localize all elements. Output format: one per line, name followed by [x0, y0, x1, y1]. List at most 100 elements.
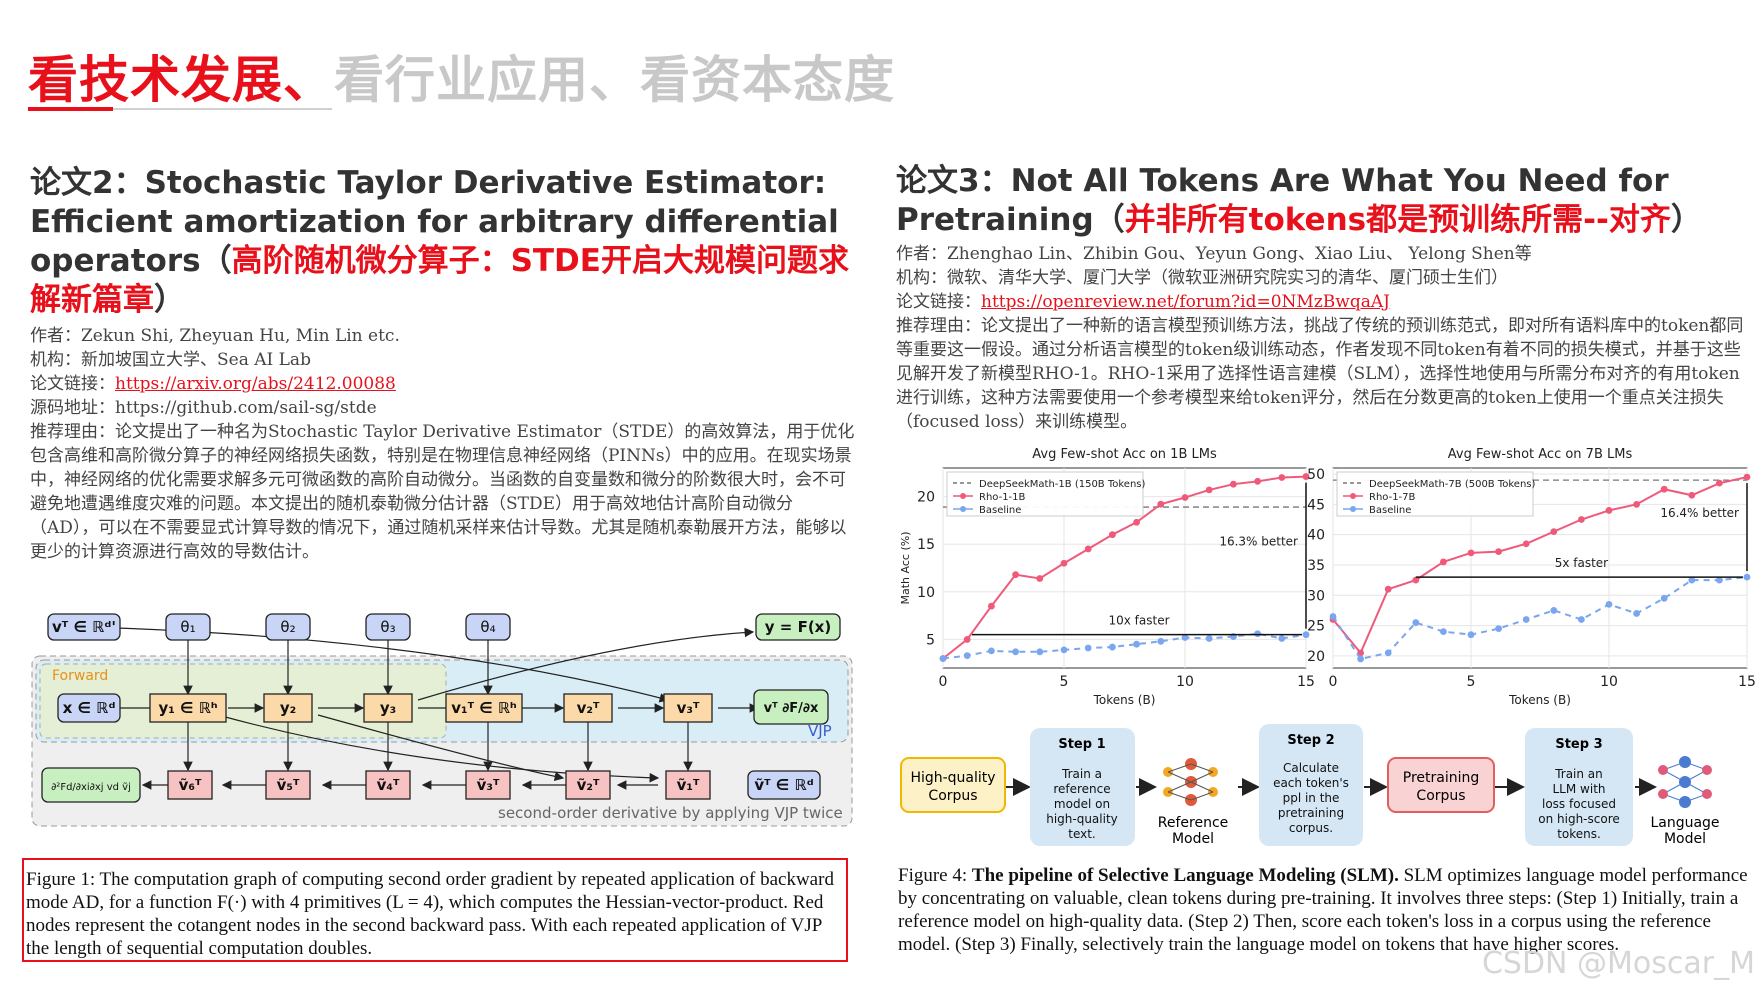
svg-text:on high-score: on high-score: [1538, 812, 1620, 826]
paper3-meta: 作者：Zhenghao Lin、Zhibin Gou、Yeyun Gong、Xi…: [896, 242, 1756, 434]
data-point: [1109, 643, 1116, 651]
paper2-title-cn: 高阶随机微分算子：STDE开启大规模问题求解新篇章: [30, 243, 849, 318]
data-point: [1550, 528, 1558, 536]
data-point: [1522, 616, 1530, 623]
data-point: [1036, 575, 1044, 582]
paper3-caption-rest: SLM optimizes language model performance…: [898, 865, 1748, 955]
data-point: [1012, 648, 1019, 656]
hq-corpus-line1: High-quality: [910, 770, 995, 786]
data-point: [1157, 637, 1165, 645]
paper3-reason: 推荐理由：论文提出了一种新的语言模型预训练方法，挑战了传统的预训练范式，即对所有…: [896, 316, 1744, 432]
x-tick-label: 0: [939, 674, 948, 690]
x-tick-label: 15: [1738, 674, 1756, 690]
data-point: [1254, 477, 1261, 485]
node-y1: y₁ ∈ ℝʰ: [158, 699, 217, 717]
legend-marker: [960, 493, 966, 499]
hq-corpus-line2: Corpus: [928, 788, 977, 804]
legend-entry: Baseline: [1369, 505, 1411, 516]
paper2-diagram: Forward VJP second-order derivative by a…: [18, 600, 856, 845]
y-axis-label: Math Acc (%): [899, 532, 912, 605]
data-point: [1633, 610, 1640, 617]
paper3-charts: 5 10 15 20 0 5 10 15 Avg Few-shot Acc on 1B LMs T…: [893, 440, 1757, 720]
data-point: [1060, 559, 1068, 567]
legend-marker: [1350, 493, 1356, 499]
node-theta3: θ₃: [380, 618, 395, 636]
chart-title: Avg Few-shot Acc on 1B LMs: [1032, 447, 1217, 462]
reference-model-icon: [1163, 758, 1218, 806]
paper2-code: 源码地址：https://github.com/sail-sg/stde: [30, 398, 377, 418]
language-model-icon: [1658, 756, 1712, 808]
data-point: [1495, 548, 1502, 556]
paper3-title-end: ）: [1670, 202, 1702, 238]
node-vt3: ṽ₃ᵀ: [477, 776, 500, 794]
svg-text:high-quality: high-quality: [1046, 812, 1118, 826]
y-tick-label: 25: [1307, 619, 1325, 635]
slm-pipeline: High-quality Corpus Step 1 Train arefere…: [900, 724, 1720, 847]
data-point: [1278, 474, 1286, 481]
paper3-caption: Figure 4: The pipeline of Selective Lang…: [898, 864, 1750, 956]
svg-text:Train an: Train an: [1554, 767, 1603, 781]
paper2-link[interactable]: https://arxiv.org/abs/2412.00088: [115, 374, 396, 394]
data-point: [1522, 540, 1530, 548]
svg-text:tokens.: tokens.: [1557, 827, 1601, 841]
header-active: 看技术发展、: [28, 51, 334, 109]
legend-box: [946, 471, 1144, 517]
node-x: x ∈ ℝᵈ: [63, 699, 116, 717]
data-point: [1084, 545, 1092, 553]
svg-text:text.: text.: [1068, 827, 1096, 841]
legend-marker: [1350, 506, 1356, 512]
data-point: [939, 655, 947, 662]
data-point: [1688, 491, 1696, 499]
paper3-caption-bold: The pipeline of Selective Language Model…: [971, 865, 1399, 886]
data-point: [988, 647, 995, 655]
paper2-caption: Figure 1: The computation graph of compu…: [22, 858, 848, 962]
node-hessian: ∂²Fd/∂xi∂xj vd ṽj: [51, 782, 131, 793]
step3-title: Step 3: [1555, 737, 1602, 752]
data-point: [1412, 576, 1420, 584]
x-tick-label: 0: [1329, 674, 1338, 690]
svg-text:LLM with: LLM with: [1553, 782, 1606, 796]
faster-annotation: 5x faster: [1555, 556, 1608, 570]
paper3-block: 论文3：Not All Tokens Are What You Need for…: [896, 162, 1756, 434]
pre-corpus-line1: Pretraining: [1403, 770, 1480, 786]
data-point: [1302, 473, 1310, 480]
data-point: [1181, 494, 1189, 501]
node-vjp-out: vᵀ ∂F/∂x: [764, 701, 819, 716]
paper2-title-end: ）: [154, 282, 185, 318]
data-point: [1036, 648, 1044, 656]
data-point: [1660, 594, 1668, 602]
x-tick-label: 10: [1176, 674, 1194, 690]
data-point: [1688, 576, 1696, 584]
data-point: [1357, 655, 1364, 663]
legend-marker: [960, 506, 966, 512]
svg-text:model on: model on: [1054, 797, 1110, 811]
section-header: 看技术发展、看行业应用、看资本态度: [28, 40, 895, 109]
paper3-title: 论文3：Not All Tokens Are What You Need for…: [896, 162, 1756, 240]
second-order-label: second-order derivative by applying VJP …: [498, 804, 843, 822]
x-axis-label: Tokens (B): [1093, 693, 1156, 707]
x-tick-label: 5: [1467, 674, 1476, 690]
paper2-title-en: 论文2：Stochastic Taylor Derivative Estimat…: [30, 165, 839, 279]
legend-entry: DeepSeekMath-1B (150B Tokens): [979, 479, 1146, 490]
data-point: [1157, 500, 1165, 508]
step2-title: Step 2: [1287, 733, 1334, 748]
node-v1: v₁ᵀ ∈ ℝʰ: [451, 699, 517, 717]
data-point: [1716, 576, 1723, 584]
data-point: [1109, 531, 1116, 539]
paper3-link-label: 论文链接：: [896, 292, 981, 312]
x-tick-label: 10: [1600, 674, 1618, 690]
legend-entry: Rho-1-1B: [979, 492, 1026, 503]
header-underline-accent: [28, 107, 113, 111]
y-tick-label: 30: [1307, 588, 1325, 604]
data-point: [1578, 516, 1585, 523]
header-inactive: 看行业应用、看资本态度: [334, 51, 895, 109]
paper2-link-label: 论文链接：: [30, 374, 115, 394]
faster-annotation: 10x faster: [1108, 614, 1169, 628]
data-point: [1495, 625, 1502, 633]
vjp-label: VJP: [808, 722, 832, 740]
paper3-link[interactable]: https://openreview.net/forum?id=0NMzBwqa…: [981, 292, 1390, 312]
x-tick-label: 15: [1297, 674, 1315, 690]
svg-text:corpus.: corpus.: [1289, 821, 1333, 835]
y-tick-label: 10: [917, 585, 935, 601]
